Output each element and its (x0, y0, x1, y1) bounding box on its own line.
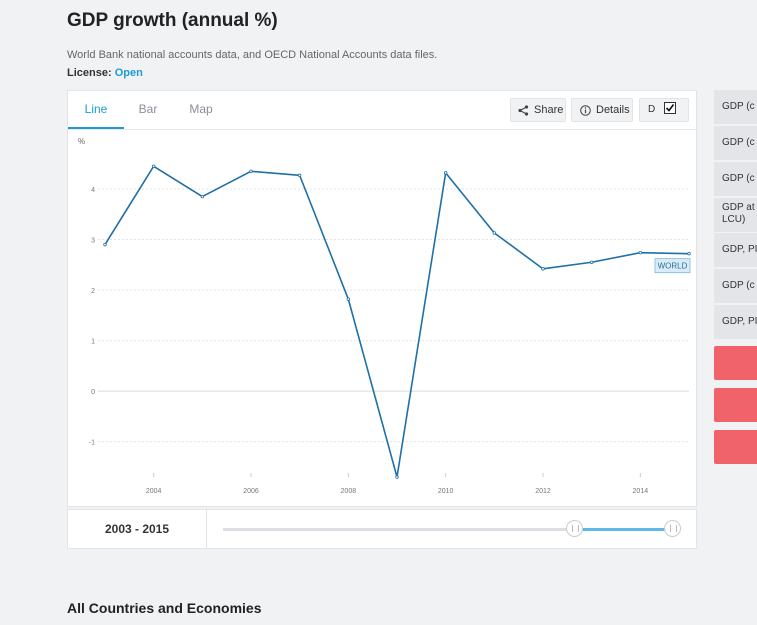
line-chart: -1 0 1 2 3 4 2004 2006 2008 2010 2012 2014 % WORLD (78, 137, 691, 495)
data-point (297, 173, 302, 178)
tabs-divider (68, 129, 696, 130)
data-point (443, 171, 448, 175)
y-tick-label: 3 (91, 238, 95, 245)
series-annotation: WORLD (654, 258, 691, 274)
series-label-box (654, 258, 691, 274)
source-text: World Bank national accounts data, and O… (67, 49, 438, 61)
related-indicator-5[interactable]: GDP, PI (714, 233, 757, 267)
chart-series (103, 164, 691, 479)
red-action-button-1[interactable] (714, 346, 757, 380)
x-tick-label: 2010 (438, 488, 454, 495)
red-action-button-3[interactable] (714, 430, 757, 464)
tab-map[interactable]: Map (189, 102, 213, 116)
y-tick-label: 4 (91, 187, 95, 194)
data-point (638, 250, 643, 255)
data-point (249, 169, 253, 174)
license-label: License: (67, 67, 112, 79)
x-tick-label: 2014 (633, 488, 649, 495)
range-slider-track[interactable] (223, 528, 673, 531)
year-range-bar: 2003 - 2015 (67, 509, 697, 549)
data-point (346, 297, 351, 301)
related-indicator-4[interactable]: GDP at LCU) (714, 198, 757, 232)
chart-panel: Line Bar Map Share Details D -1 0 1 2 3 4 200… (67, 90, 697, 507)
x-tick-label: 2006 (243, 488, 259, 495)
details-label: Details (596, 104, 630, 116)
data-point (395, 475, 399, 479)
x-axis: 2004 2006 2008 2010 2012 2014 (146, 473, 648, 495)
data-point (492, 231, 497, 235)
share-label: Share (534, 104, 564, 116)
y-tick-label: 2 (91, 288, 95, 295)
y-tick-label: -1 (89, 440, 95, 447)
share-button[interactable]: Share (510, 98, 566, 122)
x-tick-label: 2012 (535, 488, 551, 495)
x-tick-label: 2008 (341, 488, 357, 495)
year-range-label: 2003 - 2015 (68, 510, 207, 548)
related-indicator-6[interactable]: GDP (c (714, 269, 757, 303)
series-label: WORLD (658, 262, 688, 271)
share-icon (518, 105, 529, 116)
chart-grid (98, 188, 689, 443)
x-tick-label: 2004 (146, 488, 162, 495)
tab-line[interactable]: Line (68, 91, 124, 129)
data-point (200, 194, 205, 199)
y-axis-label: % (78, 137, 85, 146)
related-indicator-7[interactable]: GDP, PI (714, 305, 757, 339)
display-toggle-button[interactable]: D (639, 98, 689, 122)
details-button[interactable]: Details (571, 98, 633, 122)
range-slider-fill (575, 528, 673, 531)
checkbox-icon[interactable] (664, 102, 676, 114)
related-indicator-1[interactable]: GDP (c (714, 90, 757, 124)
data-point (151, 164, 156, 168)
data-point (687, 251, 691, 256)
y-axis: -1 0 1 2 3 4 (89, 187, 95, 447)
related-indicator-3[interactable]: GDP (c (714, 162, 757, 196)
red-action-button-2[interactable] (714, 388, 757, 422)
data-point (589, 260, 594, 264)
license: License: Open (67, 67, 143, 79)
y-tick-label: 0 (91, 389, 95, 396)
toggle-label: D (648, 104, 656, 115)
section-title: All Countries and Economies (67, 600, 262, 616)
page-title: GDP growth (annual %) (67, 10, 278, 31)
related-indicator-2[interactable]: GDP (c (714, 126, 757, 160)
data-point (103, 242, 107, 247)
info-icon (580, 105, 591, 116)
tab-bar[interactable]: Bar (138, 102, 158, 116)
license-link[interactable]: Open (114, 67, 143, 79)
data-point (541, 267, 545, 271)
y-tick-label: 1 (91, 339, 95, 346)
series-line-world (104, 165, 690, 478)
range-start-handle[interactable] (566, 520, 583, 537)
range-end-handle[interactable] (664, 520, 681, 537)
